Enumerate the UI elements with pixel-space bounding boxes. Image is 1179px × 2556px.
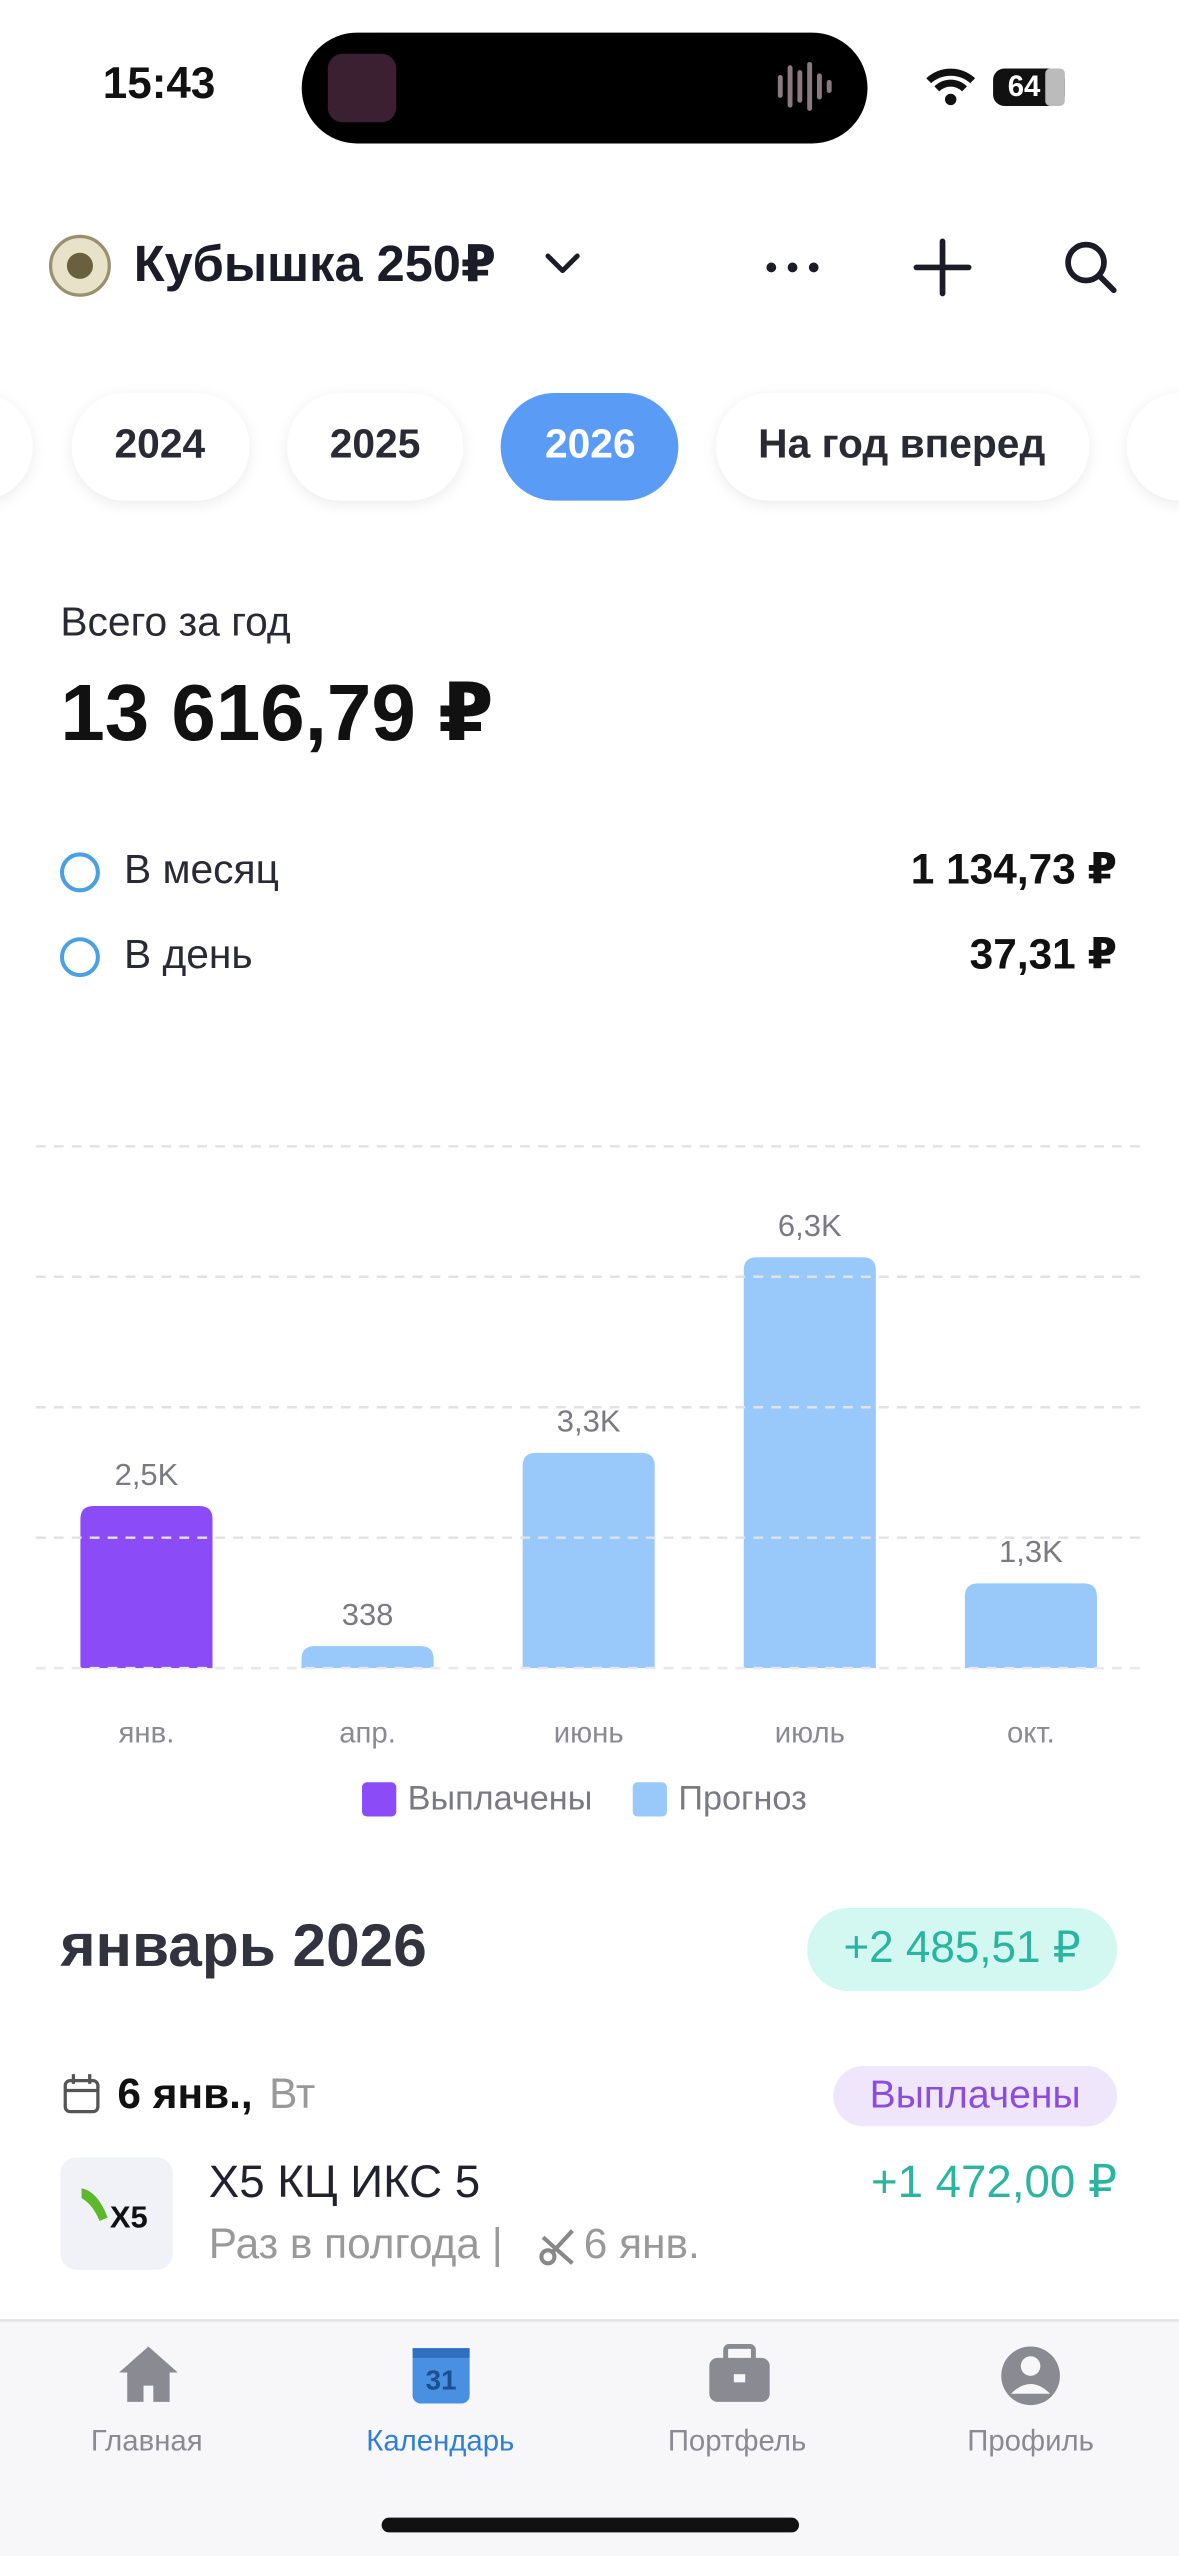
search-button[interactable] xyxy=(1065,241,1117,294)
value-label: 3,3K xyxy=(557,1404,621,1439)
legend-swatch xyxy=(632,1782,667,1817)
company-logo xyxy=(60,2157,173,2270)
island-wave xyxy=(777,61,832,111)
payment-frequency: Раз в полгода | xyxy=(209,2220,503,2267)
year-tab[interactable] xyxy=(715,392,1090,501)
summary-row-label: В день xyxy=(124,931,253,977)
bar xyxy=(80,1506,213,1669)
x-tick-label: окт. xyxy=(1007,1717,1055,1750)
portfolio-logo-core xyxy=(66,252,93,279)
row-marker xyxy=(59,852,100,893)
record-date-icon xyxy=(539,2229,574,2266)
island-art xyxy=(327,53,397,123)
x-tick-label: апр. xyxy=(339,1717,396,1750)
home-icon[interactable] xyxy=(119,2346,178,2402)
summary-row-value: 37,31 ₽ xyxy=(970,930,1117,977)
tab-label[interactable]: Портфель xyxy=(668,2424,806,2457)
status-pill xyxy=(833,2065,1118,2127)
year-tab[interactable] xyxy=(1126,393,1179,501)
bar xyxy=(522,1452,655,1669)
month-title: январь 2026 xyxy=(59,1911,426,1979)
profile-icon[interactable] xyxy=(1001,2346,1060,2406)
status-time: 15:43 xyxy=(103,59,216,108)
dropdown-chevron[interactable] xyxy=(545,253,580,274)
value-label: 338 xyxy=(342,1597,394,1632)
add-button[interactable] xyxy=(913,238,972,297)
summary-label: Всего за год xyxy=(60,598,291,644)
summary-row-label: В месяц xyxy=(124,846,279,892)
month-sum: +2 485,51 ₽ xyxy=(843,1923,1080,1972)
year-tab[interactable] xyxy=(71,392,250,501)
summary-row-value: 1 134,73 ₽ xyxy=(911,846,1117,893)
year-tab-selected[interactable] xyxy=(500,392,679,501)
company-logo-leaf xyxy=(81,2188,108,2221)
year-tab[interactable] xyxy=(287,392,464,501)
more-button[interactable] xyxy=(766,262,819,273)
year-tab-label: На год вперед xyxy=(758,421,1045,467)
calendar-icon xyxy=(63,2074,100,2114)
company-name: X5 КЦ ИКС 5 xyxy=(209,2156,480,2207)
payment-amount: +1 472,00 ₽ xyxy=(871,2156,1117,2207)
year-tab-label: 2026 xyxy=(545,421,636,467)
battery-empty xyxy=(1045,68,1065,106)
legend-label: Выплачены xyxy=(408,1779,593,1817)
value-label: 2,5K xyxy=(115,1457,179,1492)
value-label: 6,3K xyxy=(778,1208,842,1243)
calendar-tab-icon-top xyxy=(412,2348,470,2358)
summary-total: 13 616,79 ₽ xyxy=(60,668,493,757)
tab-label-active[interactable]: Календарь xyxy=(366,2424,514,2457)
payment-date: 6 янв., xyxy=(117,2070,252,2117)
row-marker xyxy=(59,937,100,978)
year-tab[interactable] xyxy=(0,393,33,501)
x-tick-label: июнь xyxy=(554,1717,624,1750)
bar xyxy=(964,1583,1097,1669)
year-tab-label: 2025 xyxy=(330,421,421,467)
x-tick-label: янв. xyxy=(119,1717,175,1750)
payment-weekday: Вт xyxy=(269,2070,315,2117)
tab-bar xyxy=(0,2320,1179,2556)
chart: янв. 2,5K апр. 338 июнь 3,3K июль 6,3K окт. 1,3K В… xyxy=(35,1145,1142,1817)
legend-swatch xyxy=(362,1782,397,1817)
payment-status: Выплачены xyxy=(870,2073,1081,2116)
month-sum-pill xyxy=(807,1907,1118,1991)
x-tick-label: июль xyxy=(775,1717,845,1750)
calendar-tab-icon[interactable] xyxy=(412,2351,470,2404)
company-logo-text: X5 xyxy=(110,2199,148,2234)
record-date: 6 янв. xyxy=(584,2220,700,2267)
value-label: 1,3K xyxy=(999,1534,1063,1569)
bar xyxy=(301,1646,434,1669)
bar xyxy=(743,1257,876,1669)
wifi-icon xyxy=(926,68,976,106)
legend-label: Прогноз xyxy=(678,1779,806,1817)
portfolio-icon[interactable] xyxy=(709,2344,770,2402)
year-tab-label: 2024 xyxy=(115,421,206,467)
calendar-tab-day: 31 xyxy=(426,2365,457,2396)
battery-level: 64 xyxy=(1008,70,1041,103)
home-indicator xyxy=(381,2517,800,2533)
portfolio-title[interactable]: Кубышка 250₽ xyxy=(134,235,496,292)
tab-label[interactable]: Профиль xyxy=(967,2424,1094,2457)
tab-label[interactable]: Главная xyxy=(91,2424,203,2457)
dynamic-island xyxy=(301,32,868,144)
